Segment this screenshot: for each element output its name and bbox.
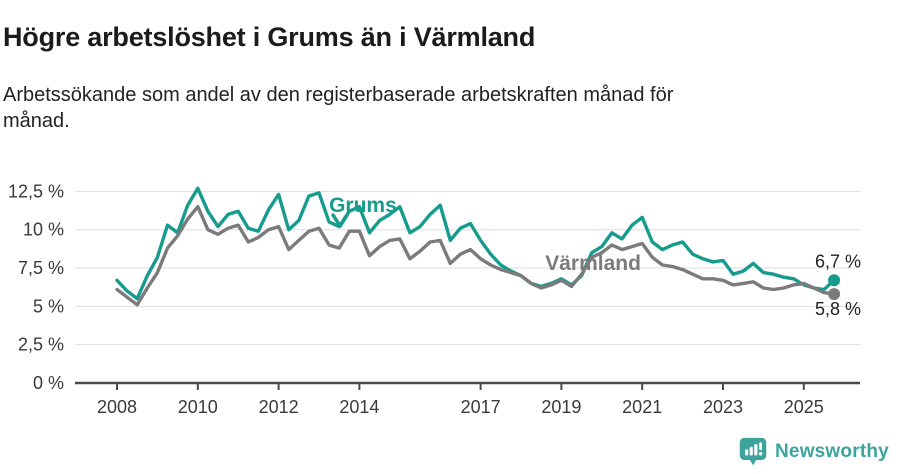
chart-svg: 0 % 2,5 % 5 % 7,5 % 10 % 12,5 % 2008 2010 2012 20… [8,181,861,417]
x-axis-tick-label: 2021 [622,397,662,417]
series-line-värmland [115,205,836,307]
x-axis-tick-label: 2025 [784,397,824,417]
newsworthy-brand: Newsworthy [738,436,889,468]
series-end-dot-värmland [828,288,841,301]
newsworthy-wordmark: Newsworthy [775,441,889,462]
y-axis-tick-label: 12,5 % [8,181,64,201]
logo-bar-1 [745,449,749,456]
line-chart: 0 % 2,5 % 5 % 7,5 % 10 % 12,5 % 2008 2010 2012 20… [0,150,900,435]
series-label-pointer-chevron [331,213,349,228]
logo-bubble-shape [739,437,767,466]
y-axis-tick-label: 10 % [23,220,64,240]
y-axis-tick-label: 5 % [33,296,64,316]
newsworthy-logo-icon [739,437,767,466]
y-axis-tick-label: 0 % [33,373,64,393]
x-axis-tick-label: 2012 [259,397,299,417]
x-axis-tick-label: 2017 [461,397,501,417]
series-end-value-label: 6,7 % [815,251,861,271]
logo-bar-3 [754,444,758,456]
series-name-label-värmland: Värmland [545,252,641,275]
logo-exclamation-bar [759,442,762,451]
logo-exclamation-dot [758,452,763,456]
logo-bar-2 [749,446,753,456]
x-axis-tick-label: 2019 [541,397,581,417]
series-end-dot-grums [828,274,841,287]
y-axis-tick-label: 2,5 % [18,335,64,355]
x-axis-tick-label: 2014 [339,397,379,417]
y-axis-tick-label: 7,5 % [18,258,64,278]
page-title: Högre arbetslöshet i Grums än i Värmland [3,22,536,53]
x-axis-tick-label: 2010 [178,397,218,417]
series-end-value-label: 5,8 % [815,299,861,319]
x-axis-tick-label: 2023 [703,397,743,417]
chart-subtitle: Arbetssökande som andel av den registerb… [3,84,674,133]
series-name-label-grums: Grums [329,194,397,217]
x-axis-tick-label: 2008 [97,397,137,417]
series-line-grums [115,186,836,301]
